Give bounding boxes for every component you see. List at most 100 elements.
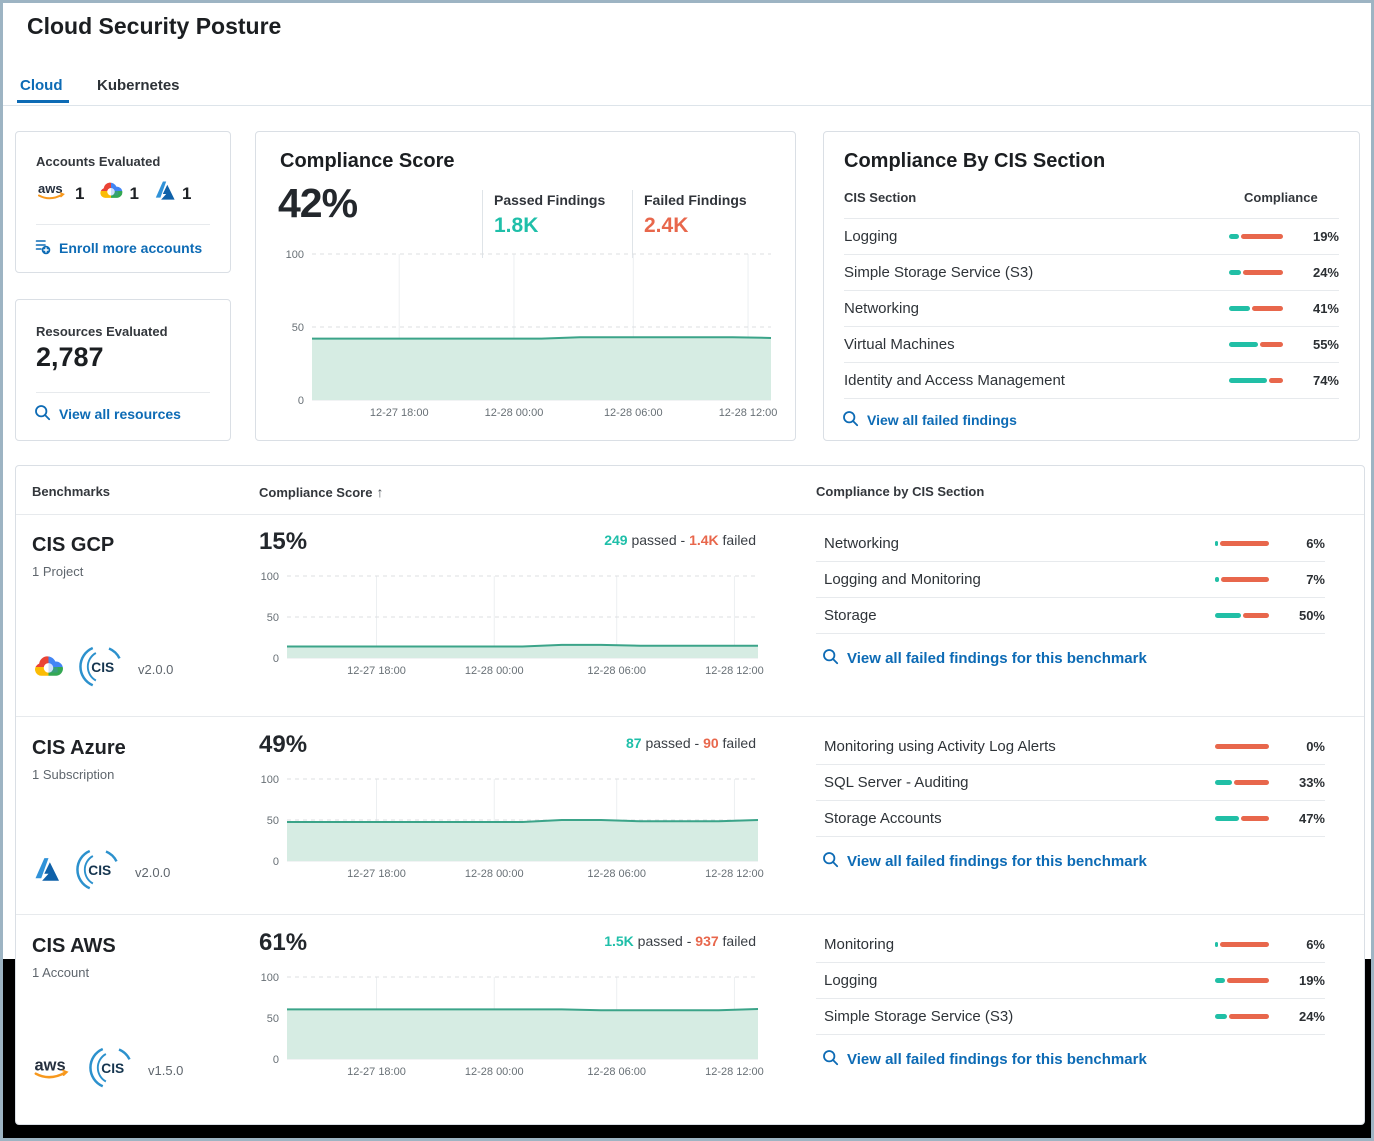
svg-text:12-27 18:00: 12-27 18:00: [370, 407, 429, 419]
cis-section-row[interactable]: Monitoring 6%: [816, 927, 1325, 963]
enroll-accounts-icon: [34, 238, 51, 258]
gcp-logo-icon: [100, 182, 123, 198]
compliance-bar: [1215, 744, 1269, 749]
compliance-bar: [1215, 942, 1269, 947]
failed-findings-value: 2.4K: [644, 214, 689, 237]
benchmark-sections: Monitoring 6% Logging 19% Simple Storage Ser…: [816, 915, 1349, 1071]
svg-text:0: 0: [273, 653, 279, 665]
compliance-bar: [1215, 780, 1269, 785]
svg-text:100: 100: [261, 571, 279, 583]
magnifier-icon: [843, 411, 859, 427]
compliance-score-column-header[interactable]: Compliance Score ↑: [259, 484, 384, 500]
magnifier-icon: [822, 648, 839, 669]
compliance-score-trend-chart: 12-27 18:00 12-28 00:00 12-28 06:00 12-28 1…: [272, 244, 781, 422]
cis-logo-icon: CIS: [79, 644, 124, 694]
compliance-bar: [1229, 378, 1283, 383]
benchmark-logos: aws CIS v1.5.0: [32, 1045, 183, 1095]
benchmark-name[interactable]: CIS Azure: [32, 737, 126, 759]
compliance-bar: [1229, 234, 1283, 239]
view-failed-findings-benchmark-link[interactable]: View all failed findings for this benchm…: [822, 648, 1147, 669]
aws-account-count: aws 1: [36, 180, 84, 207]
svg-text:50: 50: [292, 322, 304, 334]
svg-text:12-28 06:00: 12-28 06:00: [604, 407, 663, 419]
divider: [844, 218, 1339, 219]
benchmarks-card: Benchmarks Compliance Score ↑ Compliance …: [15, 465, 1365, 1125]
view-failed-findings-benchmark-link[interactable]: View all failed findings for this benchm…: [822, 851, 1147, 872]
resources-evaluated-card: Resources Evaluated 2,787 View all resou…: [15, 299, 231, 441]
svg-text:12-27 18:00: 12-27 18:00: [347, 665, 406, 677]
compliance-bar: [1215, 1014, 1269, 1019]
enroll-accounts-icon: [35, 240, 51, 255]
accounts-evaluated-card: Accounts Evaluated aws 1 1: [15, 131, 231, 273]
svg-text:50: 50: [267, 612, 279, 624]
cis-section-row[interactable]: SQL Server - Auditing 33%: [816, 765, 1325, 801]
cis-section-row[interactable]: Storage 50%: [816, 598, 1325, 634]
svg-text:12-28 06:00: 12-28 06:00: [587, 1066, 646, 1078]
svg-text:12-28 00:00: 12-28 00:00: [465, 868, 524, 880]
cis-section-card-title: Compliance By CIS Section: [844, 150, 1106, 172]
gcp-logo-icon: [35, 655, 63, 676]
benchmark-score: 49%: [259, 731, 308, 758]
table-row[interactable]: Virtual Machines 55%: [844, 327, 1339, 363]
svg-text:0: 0: [273, 1054, 279, 1066]
view-failed-findings-benchmark-link[interactable]: View all failed findings for this benchm…: [822, 1049, 1147, 1070]
benchmark-score: 61%: [259, 929, 308, 956]
cis-logo-icon: CIS: [89, 1047, 131, 1088]
table-row[interactable]: Identity and Access Management 74%: [844, 363, 1339, 399]
svg-text:12-27 18:00: 12-27 18:00: [347, 1066, 406, 1078]
table-row[interactable]: Logging 19%: [844, 219, 1339, 255]
failed-findings-label: Failed Findings: [644, 192, 747, 208]
compliance-column-header: Compliance: [1244, 190, 1318, 205]
aws-logo-icon: aws: [38, 181, 65, 200]
compliance-bar: [1229, 270, 1283, 275]
tab-kubernetes[interactable]: Kubernetes: [97, 77, 180, 94]
cis-section-row[interactable]: Monitoring using Activity Log Alerts 0%: [816, 729, 1325, 765]
gcp-logo-icon: [32, 653, 65, 686]
benchmarks-column-header: Benchmarks: [32, 484, 111, 499]
tab-cloud[interactable]: Cloud: [20, 77, 63, 94]
view-all-failed-findings-link[interactable]: View all failed findings: [842, 410, 1017, 430]
benchmark-scope: 1 Subscription: [32, 767, 115, 782]
svg-text:12-28 06:00: 12-28 06:00: [587, 665, 646, 677]
cis-logo-icon: CIS: [89, 1045, 134, 1095]
benchmark-name[interactable]: CIS AWS: [32, 935, 116, 957]
sort-ascending-icon: ↑: [376, 484, 384, 500]
benchmark-scope: 1 Project: [32, 564, 84, 579]
compliance-bar: [1215, 816, 1269, 821]
divider: [16, 514, 1364, 515]
passed-findings-label: Passed Findings: [494, 192, 606, 208]
svg-text:CIS: CIS: [88, 863, 111, 878]
enroll-more-accounts-link[interactable]: Enroll more accounts: [34, 238, 202, 258]
cis-logo-icon: CIS: [76, 847, 121, 897]
table-row[interactable]: Networking 41%: [844, 291, 1339, 327]
cis-section-column-header: CIS Section: [844, 190, 917, 205]
table-row[interactable]: Simple Storage Service (S3) 24%: [844, 255, 1339, 291]
svg-text:12-28 12:00: 12-28 12:00: [719, 407, 778, 419]
cis-section-row[interactable]: Logging and Monitoring 7%: [816, 562, 1325, 598]
cis-section-row[interactable]: Logging 19%: [816, 963, 1325, 999]
gcp-logo-icon: [98, 180, 124, 207]
compliance-bar: [1215, 577, 1269, 582]
passed-failed-summary: 87 passed - 90 failed: [626, 735, 756, 751]
benchmark-logos: CIS v2.0.0: [32, 847, 170, 897]
svg-text:0: 0: [298, 395, 304, 407]
benchmark-scope: 1 Account: [32, 965, 90, 980]
cis-section-row[interactable]: Simple Storage Service (S3) 24%: [816, 999, 1325, 1035]
benchmark-version: v2.0.0: [135, 864, 171, 880]
azure-account-count: 1: [153, 180, 191, 207]
view-all-resources-link[interactable]: View all resources: [34, 404, 181, 424]
cis-section-row[interactable]: Networking 6%: [816, 526, 1325, 562]
aws-logo-icon: aws: [36, 180, 70, 207]
svg-text:12-28 12:00: 12-28 12:00: [705, 665, 764, 677]
passed-failed-summary: 1.5K passed - 937 failed: [604, 933, 756, 949]
benchmark-sections: Networking 6% Logging and Monitoring 7% Stor…: [816, 514, 1349, 670]
magnifier-icon: [823, 1050, 839, 1066]
cis-section-row[interactable]: Storage Accounts 47%: [816, 801, 1325, 837]
svg-text:12-28 00:00: 12-28 00:00: [465, 665, 524, 677]
compliance-bar: [1215, 613, 1269, 618]
compliance-by-cis-section-column-header: Compliance by CIS Section: [816, 484, 985, 499]
benchmark-name[interactable]: CIS GCP: [32, 534, 115, 556]
benchmark-row-cis-azure: CIS Azure 1 Subscription CIS v2.0.0 49% 87 …: [16, 716, 1364, 915]
azure-logo-icon: [153, 180, 177, 207]
active-tab-underline: [17, 100, 69, 103]
